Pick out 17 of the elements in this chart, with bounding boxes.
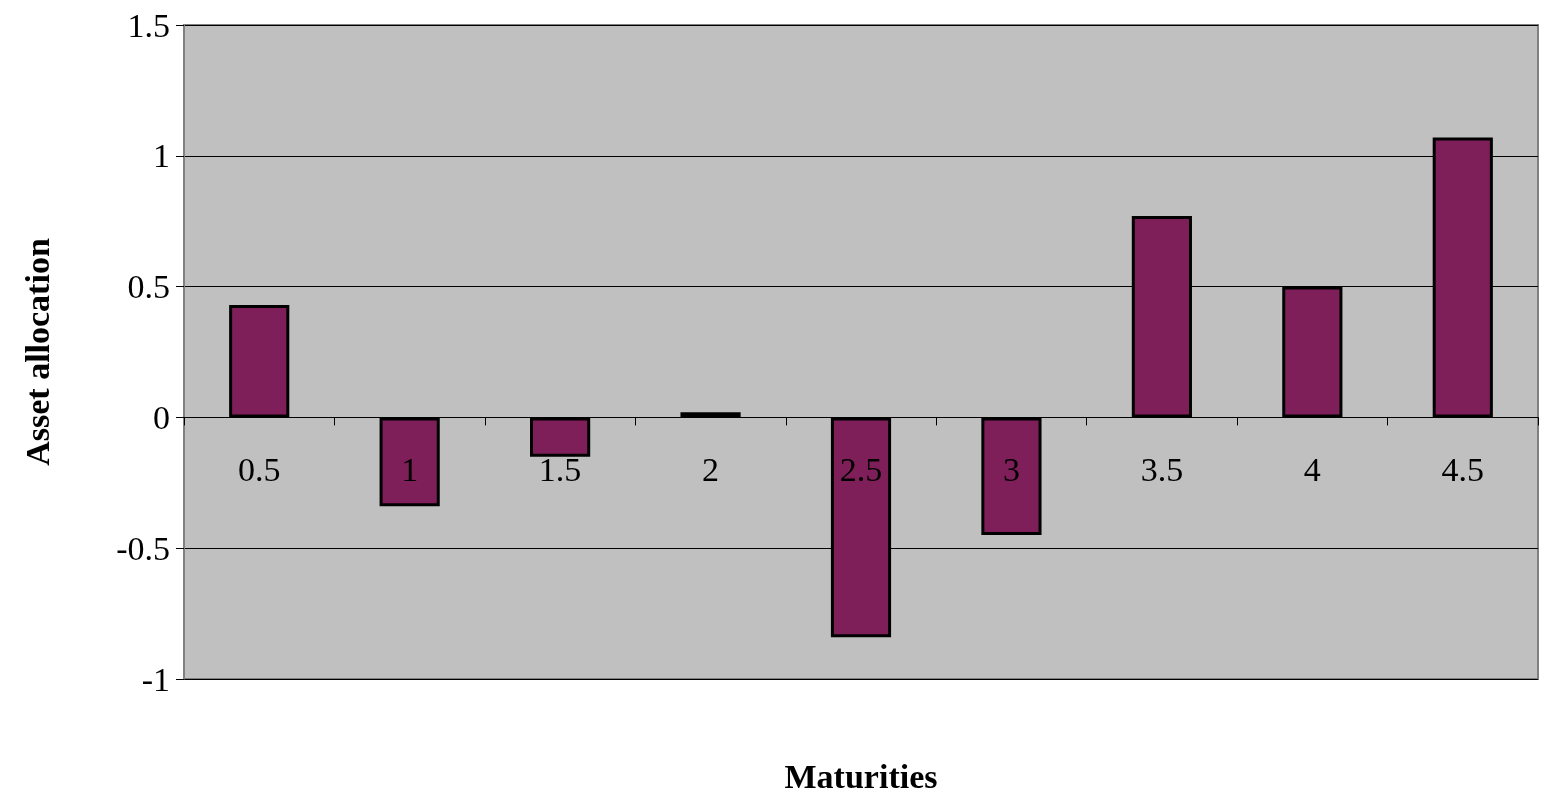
x-axis-title: Maturities — [784, 757, 938, 795]
y-tick-label: 0 — [153, 398, 170, 436]
y-tick-label: -0.5 — [116, 529, 170, 567]
y-tick-label: 1.5 — [127, 6, 170, 44]
y-axis-title: Asset allocation — [18, 238, 56, 466]
x-tick-label: 4.5 — [1441, 451, 1485, 489]
x-tick-label: 2 — [702, 451, 720, 489]
x-tick-label: 1.5 — [538, 451, 582, 489]
x-tick-label: 3.5 — [1140, 451, 1184, 489]
x-tick-label: 3 — [1002, 451, 1020, 489]
x-tick-label: 0.5 — [237, 451, 281, 489]
y-tick-label: -1 — [141, 660, 170, 698]
x-tick-label: 4 — [1303, 451, 1321, 489]
x-tick-label: 1 — [401, 451, 419, 489]
x-tick-label: 2.5 — [839, 451, 883, 489]
y-tick-label: 0.5 — [127, 268, 170, 306]
y-tick-label: 1 — [153, 137, 170, 175]
